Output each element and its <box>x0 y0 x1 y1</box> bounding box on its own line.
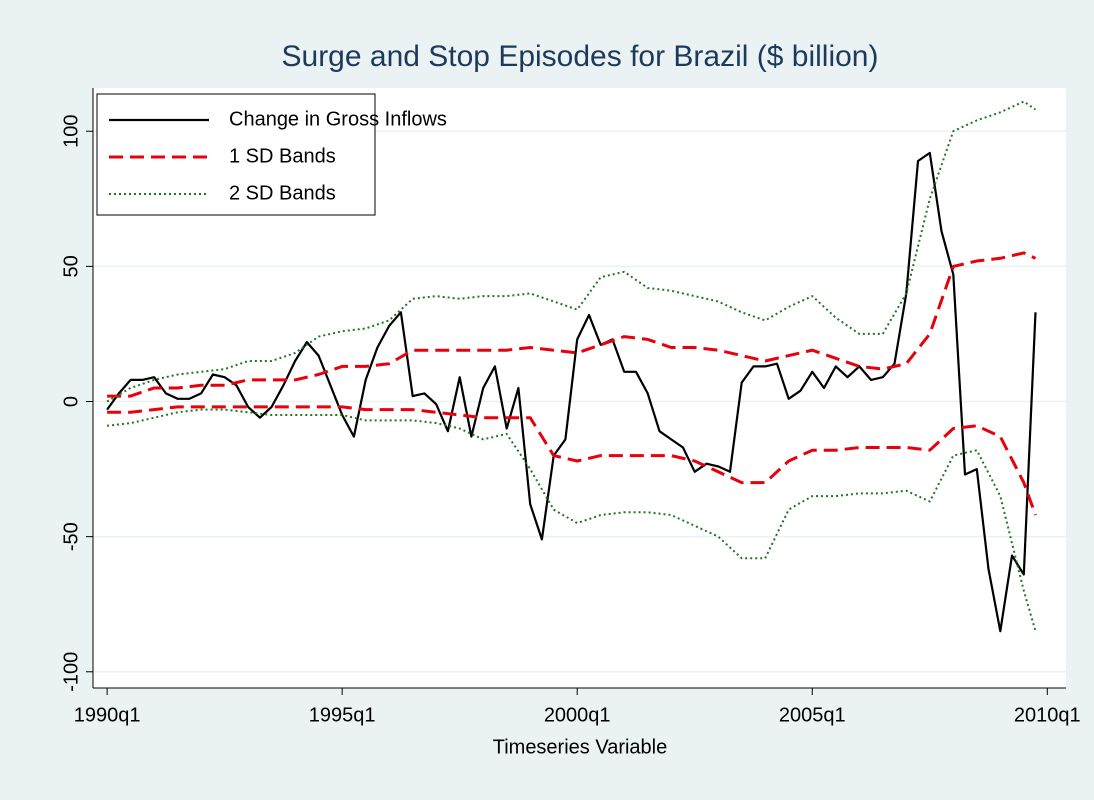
y-tick-label: 50 <box>60 255 82 277</box>
y-tick-label: -100 <box>60 652 82 692</box>
legend-label: 1 SD Bands <box>229 145 336 167</box>
legend-label: 2 SD Bands <box>229 182 336 204</box>
band-upper <box>107 251 1037 398</box>
y-tick-label: 0 <box>60 396 82 407</box>
y-tick-label: 100 <box>60 115 82 148</box>
x-tick-label: 2000q1 <box>544 704 611 726</box>
legend-box <box>96 93 376 216</box>
y-tick-label: -50 <box>60 522 82 551</box>
band-lower <box>107 405 1037 516</box>
data-line <box>106 151 1037 633</box>
x-tick-label: 2010q1 <box>1014 704 1081 726</box>
x-tick-label: 1995q1 <box>309 704 376 726</box>
x-tick-label: 1990q1 <box>74 704 141 726</box>
x-tick-label: 2005q1 <box>779 704 846 726</box>
band-upper <box>106 100 1037 403</box>
chart-title: Surge and Stop Episodes for Brazil ($ bi… <box>282 40 879 73</box>
x-axis-label: Timeseries Variable <box>493 736 668 758</box>
legend-label: Change in Gross Inflows <box>229 108 447 130</box>
